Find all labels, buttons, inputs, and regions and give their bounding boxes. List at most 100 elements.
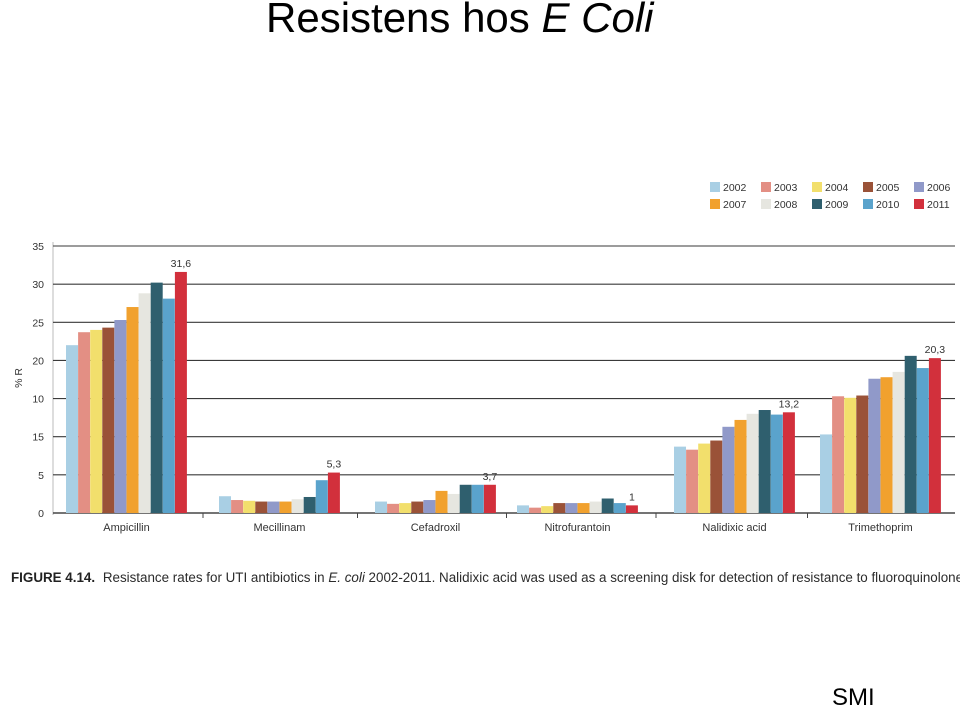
bar	[916, 368, 929, 513]
bar	[126, 307, 139, 513]
legend-swatch	[761, 199, 771, 209]
bar	[114, 319, 127, 513]
bar	[102, 327, 115, 513]
bar	[459, 484, 472, 513]
bar	[291, 499, 304, 513]
bar	[577, 503, 590, 513]
legend-label: 2003	[774, 182, 798, 194]
bar	[174, 271, 187, 513]
bar	[770, 414, 783, 513]
bar	[880, 377, 893, 513]
y-tick-label: 35	[32, 241, 44, 253]
y-tick-label: 5	[38, 470, 44, 482]
legend-label: 2010	[876, 199, 900, 211]
bar	[66, 345, 78, 513]
bar	[162, 298, 175, 513]
y-tick-label: 15	[32, 432, 44, 444]
bar	[387, 503, 400, 513]
caption-text-after: 2002-2011. Nalidixic acid was used as a …	[368, 570, 960, 585]
legend-swatch	[914, 199, 924, 209]
chart-svg: 0 5 15 10 20 25 30 35 % R Ampicillin Mecillinam Cef…	[13, 182, 955, 534]
footer-label: SMI	[832, 684, 875, 711]
legend-swatch	[710, 199, 720, 209]
data-label: 31,6	[171, 258, 192, 270]
x-tick-label: Nalidixic acid	[702, 522, 766, 534]
legend-swatch	[863, 182, 873, 192]
y-tick-label: 0	[38, 508, 44, 520]
legend-label: 2006	[927, 182, 951, 194]
bar	[90, 329, 103, 513]
legend-label: 2009	[825, 199, 849, 211]
bar	[832, 396, 845, 513]
bar	[722, 426, 735, 513]
bar	[529, 507, 542, 513]
bar	[483, 484, 496, 513]
bar	[710, 440, 723, 513]
bar	[758, 410, 771, 513]
bar	[553, 503, 566, 513]
bar	[820, 434, 832, 513]
bar	[399, 503, 412, 513]
data-label: 13,2	[779, 398, 800, 410]
data-label: 5,3	[327, 459, 342, 471]
y-tick-label: 25	[32, 317, 44, 329]
data-label: 1	[629, 491, 635, 503]
x-tick-label: Mecillinam	[254, 522, 306, 534]
legend-label: 2004	[825, 182, 849, 194]
caption-text-before: Resistance rates for UTI antibiotics in	[102, 570, 325, 585]
legend-label: 2002	[723, 182, 747, 194]
caption-text-italic: E. coli	[328, 570, 365, 585]
bar	[904, 355, 917, 513]
x-tick-label: Cefadroxil	[411, 522, 461, 534]
bar	[601, 498, 614, 513]
bar	[435, 490, 448, 513]
legend-label: 2005	[876, 182, 900, 194]
data-label: 20,3	[925, 344, 946, 356]
bar	[423, 500, 436, 513]
bar	[517, 505, 529, 513]
bar	[686, 449, 699, 513]
bar	[856, 395, 869, 513]
y-tick-label: 10	[32, 394, 44, 406]
bar	[625, 505, 638, 513]
bar	[868, 378, 881, 513]
bar	[267, 501, 280, 513]
bar	[231, 500, 244, 513]
legend-swatch	[710, 182, 720, 192]
bar	[746, 413, 759, 513]
slide-title-plain: Resistens hos	[266, 0, 542, 41]
bar	[219, 496, 231, 513]
data-label: 3,7	[483, 471, 498, 483]
bar	[613, 503, 626, 513]
legend-swatch	[914, 182, 924, 192]
bar	[411, 501, 424, 513]
y-axis-label: % R	[13, 368, 25, 388]
bar	[698, 443, 711, 513]
y-tick-label: 20	[32, 355, 44, 367]
figure-caption: FIGURE 4.14. Resistance rates for UTI an…	[11, 570, 960, 585]
legend-label: 2011	[927, 199, 950, 211]
bar	[375, 501, 387, 513]
bar	[471, 484, 484, 513]
legend-swatch	[863, 199, 873, 209]
bar	[315, 480, 328, 513]
bar	[327, 472, 340, 513]
x-tick-label: Nitrofurantoin	[544, 522, 610, 534]
bar	[782, 412, 795, 513]
bar	[892, 371, 905, 513]
legend-swatch	[812, 182, 822, 192]
bar	[138, 293, 151, 513]
bar	[243, 500, 256, 513]
legend-label: 2008	[774, 199, 798, 211]
bar	[150, 282, 163, 513]
bar	[928, 358, 941, 513]
bar	[589, 501, 602, 513]
legend-label: 2007	[723, 199, 747, 211]
slide-title-italic: E Coli	[541, 0, 654, 41]
legend-swatch	[761, 182, 771, 192]
bar	[78, 332, 91, 513]
slide-title: Resistens hos E Coli	[266, 0, 654, 42]
bar	[255, 501, 268, 513]
bar	[674, 446, 686, 513]
figure-label: FIGURE 4.14.	[11, 570, 96, 585]
